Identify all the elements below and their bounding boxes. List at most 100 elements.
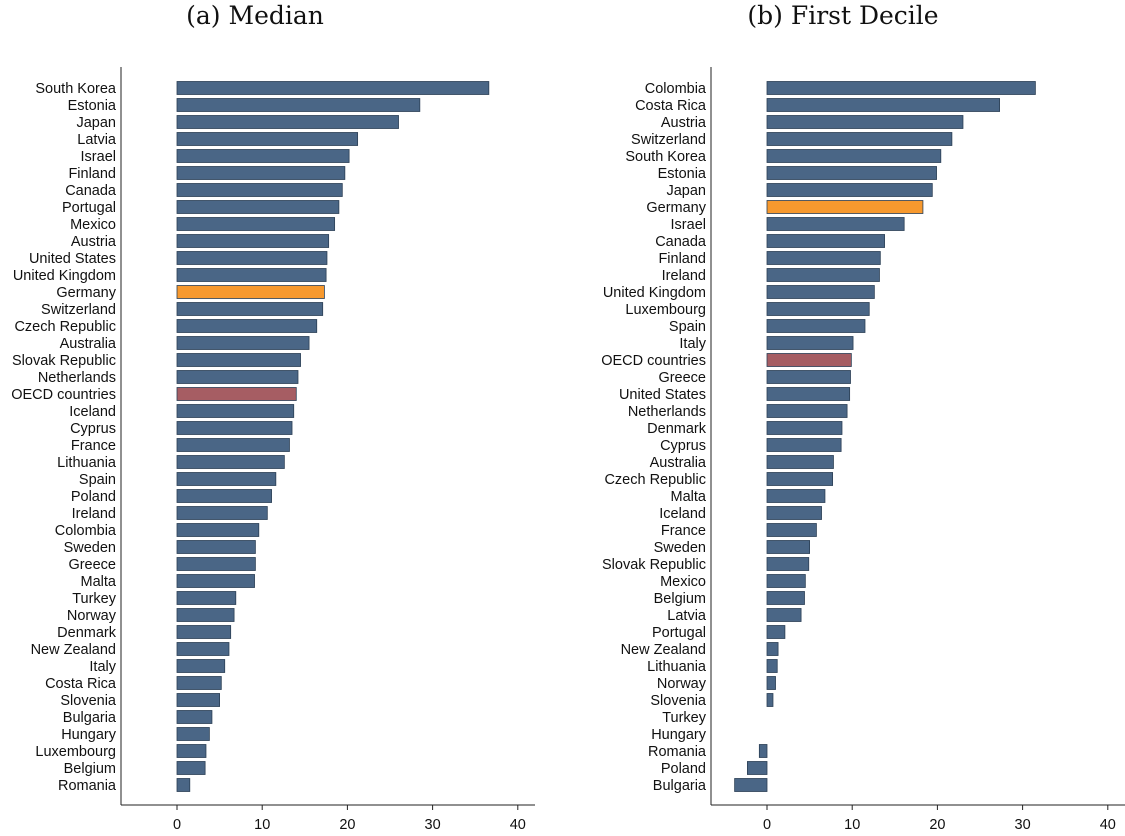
bar-canada <box>176 183 343 197</box>
category-label-united-kingdom: United Kingdom <box>13 268 116 284</box>
bar-denmark <box>176 625 232 639</box>
bar-canada <box>766 234 885 248</box>
bar-norway <box>176 608 235 622</box>
bar-austria <box>766 115 964 129</box>
bar-united-kingdom <box>766 285 875 299</box>
bar-oecd-countries <box>766 353 852 367</box>
category-label-latvia: Latvia <box>667 608 707 624</box>
category-label-france: France <box>661 523 706 539</box>
bar-south-korea <box>766 149 942 163</box>
category-label-bulgaria: Bulgaria <box>63 710 117 726</box>
bar-finland <box>176 166 346 180</box>
category-label-ireland: Ireland <box>72 506 116 522</box>
category-label-australia: Australia <box>60 336 117 352</box>
category-label-poland: Poland <box>661 761 706 777</box>
bar-romania <box>176 778 191 792</box>
bar-mexico <box>766 574 806 588</box>
category-label-germany: Germany <box>56 285 116 301</box>
bar-lithuania <box>176 455 285 469</box>
category-label-lithuania: Lithuania <box>647 659 707 675</box>
category-label-malta: Malta <box>81 574 117 590</box>
category-label-austria: Austria <box>661 115 707 131</box>
category-label-slovak-republic: Slovak Republic <box>12 353 116 369</box>
x-tick-label: 0 <box>173 817 181 833</box>
category-label-lithuania: Lithuania <box>57 455 117 471</box>
bar-finland <box>766 251 881 265</box>
bar-luxembourg <box>766 302 870 316</box>
category-label-germany: Germany <box>646 200 706 216</box>
bar-italy <box>766 336 854 350</box>
x-tick-label: 30 <box>1015 817 1031 833</box>
bar-australia <box>176 336 310 350</box>
category-label-spain: Spain <box>79 472 116 488</box>
bar-oecd-countries <box>176 387 297 401</box>
category-label-estonia: Estonia <box>658 166 707 182</box>
category-label-portugal: Portugal <box>652 625 706 641</box>
bar-costa-rica <box>176 676 222 690</box>
bar-greece <box>766 370 851 384</box>
bar-belgium <box>766 591 805 605</box>
panel-title-median: (a) Median <box>186 1 324 30</box>
category-label-italy: Italy <box>89 659 116 675</box>
bar-united-states <box>176 251 328 265</box>
bar-slovenia <box>766 693 774 707</box>
category-label-costa-rica: Costa Rica <box>635 98 707 114</box>
category-label-hungary: Hungary <box>651 727 707 743</box>
bar-luxembourg <box>176 744 207 758</box>
x-tick-label: 10 <box>254 817 270 833</box>
category-label-oecd-countries: OECD countries <box>601 353 706 369</box>
x-tick-label: 0 <box>763 817 771 833</box>
category-label-united-kingdom: United Kingdom <box>603 285 706 301</box>
category-label-norway: Norway <box>67 608 117 624</box>
category-label-hungary: Hungary <box>61 727 117 743</box>
bar-romania <box>758 744 768 758</box>
bar-slovak-republic <box>176 353 301 367</box>
bar-israel <box>766 217 905 231</box>
category-label-israel: Israel <box>81 149 116 165</box>
category-label-colombia: Colombia <box>645 81 707 97</box>
category-label-portugal: Portugal <box>62 200 116 216</box>
category-label-oecd-countries: OECD countries <box>11 387 116 403</box>
category-label-bulgaria: Bulgaria <box>653 778 707 794</box>
category-label-slovenia: Slovenia <box>650 693 707 709</box>
category-label-iceland: Iceland <box>659 506 706 522</box>
category-label-romania: Romania <box>648 744 707 760</box>
bar-iceland <box>766 506 822 520</box>
bar-latvia <box>176 132 359 146</box>
bar-denmark <box>766 421 843 435</box>
category-label-cyprus: Cyprus <box>660 438 706 454</box>
category-label-turkey: Turkey <box>72 591 117 607</box>
bar-japan <box>176 115 399 129</box>
bar-united-states <box>766 387 851 401</box>
category-label-greece: Greece <box>68 557 116 573</box>
category-label-poland: Poland <box>71 489 116 505</box>
x-tick-label: 10 <box>844 817 860 833</box>
bar-hungary <box>176 727 210 741</box>
bar-cyprus <box>766 438 842 452</box>
x-tick-label: 30 <box>425 817 441 833</box>
bar-netherlands <box>766 404 848 418</box>
bar-spain <box>176 472 277 486</box>
bar-japan <box>766 183 933 197</box>
bar-bulgaria <box>734 778 768 792</box>
bar-netherlands <box>176 370 299 384</box>
category-label-france: France <box>71 438 116 454</box>
category-label-latvia: Latvia <box>77 132 117 148</box>
category-label-canada: Canada <box>65 183 117 199</box>
category-label-japan: Japan <box>666 183 706 199</box>
bar-malta <box>176 574 255 588</box>
category-label-turkey: Turkey <box>662 710 707 726</box>
category-label-czech-republic: Czech Republic <box>14 319 116 335</box>
bar-lithuania <box>766 659 778 673</box>
bar-czech-republic <box>176 319 318 333</box>
bar-norway <box>766 676 776 690</box>
category-label-australia: Australia <box>650 455 707 471</box>
bar-spain <box>766 319 866 333</box>
bar-latvia <box>766 608 802 622</box>
bar-czech-republic <box>766 472 834 486</box>
category-label-south-korea: South Korea <box>625 149 707 165</box>
bar-estonia <box>766 166 937 180</box>
x-tick-label: 20 <box>929 817 945 833</box>
bar-new-zealand <box>176 642 230 656</box>
